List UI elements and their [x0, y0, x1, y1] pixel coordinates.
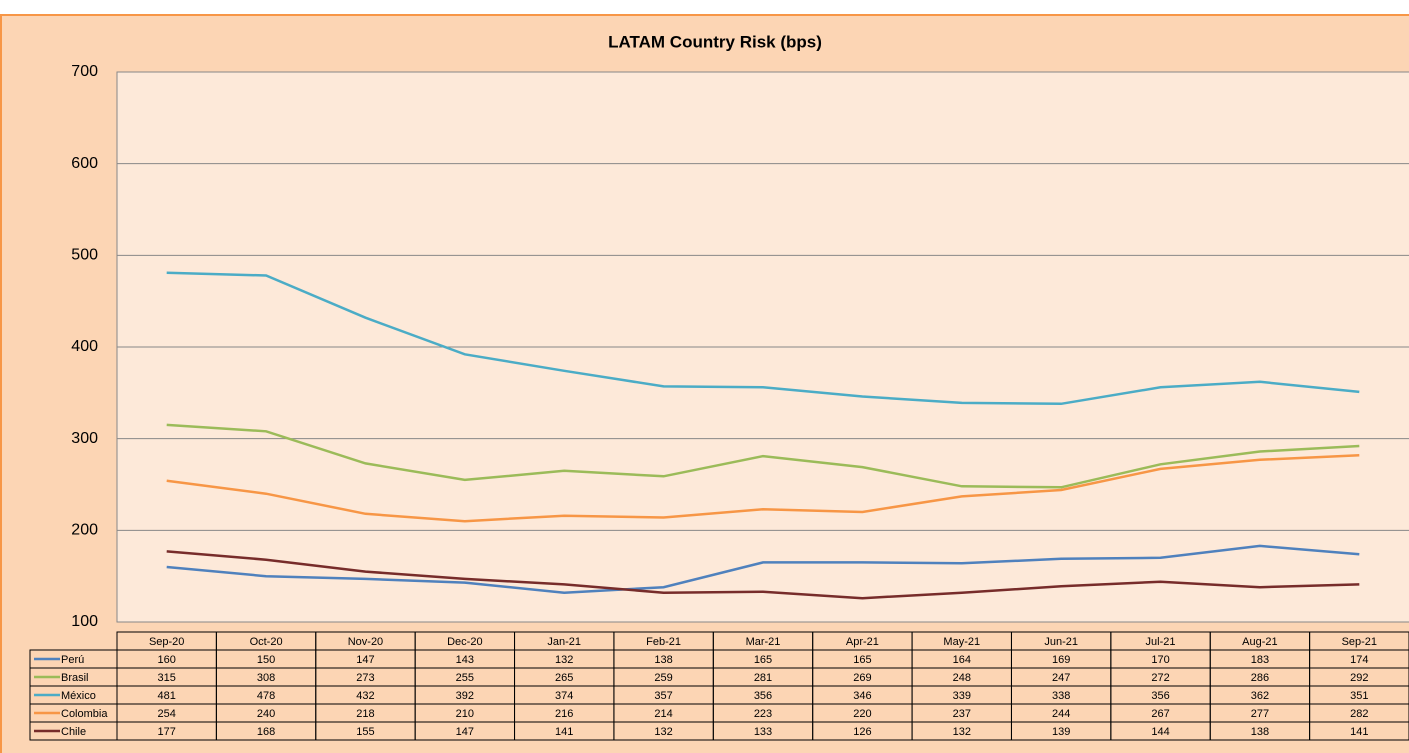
table-value: 169: [1052, 654, 1070, 666]
table-value: 356: [754, 690, 772, 702]
y-tick-label: 600: [71, 155, 98, 172]
table-value: 150: [257, 654, 275, 666]
table-header: Jun-21: [1044, 636, 1078, 648]
table-value: 315: [158, 672, 176, 684]
table-value: 308: [257, 672, 275, 684]
table-value: 254: [158, 708, 176, 720]
series-line: [166, 453, 1360, 523]
table-value: 218: [356, 708, 374, 720]
table-value: 269: [853, 672, 871, 684]
table-header: Aug-21: [1242, 636, 1277, 648]
table-value: 170: [1151, 654, 1169, 666]
table-header: Mar-21: [746, 636, 781, 648]
table-value: 281: [754, 672, 772, 684]
legend-label: Chile: [61, 726, 86, 738]
table-value: 392: [456, 690, 474, 702]
table-value: 282: [1350, 708, 1368, 720]
table-value: 138: [654, 654, 672, 666]
table-value: 183: [1251, 654, 1269, 666]
table-value: 255: [456, 672, 474, 684]
series-line: [166, 544, 1360, 594]
table-header: Sep-21: [1342, 636, 1377, 648]
y-tick-label: 700: [71, 63, 98, 80]
table-value: 237: [953, 708, 971, 720]
table-value: 248: [953, 672, 971, 684]
table-value: 346: [853, 690, 871, 702]
table-value: 141: [555, 726, 573, 738]
table-value: 139: [1052, 726, 1070, 738]
table-header: Sep-20: [149, 636, 184, 648]
table-value: 362: [1251, 690, 1269, 702]
legend-label: México: [61, 690, 96, 702]
series-line: [166, 423, 1360, 489]
table-header: Jul-21: [1146, 636, 1176, 648]
legend-label: Perú: [61, 654, 84, 666]
legend-label: Brasil: [61, 672, 89, 684]
table-value: 210: [456, 708, 474, 720]
table-value: 240: [257, 708, 275, 720]
table-value: 273: [356, 672, 374, 684]
table-value: 214: [654, 708, 672, 720]
table-value: 132: [654, 726, 672, 738]
table-value: 132: [555, 654, 573, 666]
table-value: 478: [257, 690, 275, 702]
table-header: Oct-20: [250, 636, 283, 648]
table-value: 356: [1151, 690, 1169, 702]
table-value: 174: [1350, 654, 1368, 666]
legend-label: Colombia: [61, 708, 108, 720]
table-value: 168: [257, 726, 275, 738]
table-value: 277: [1251, 708, 1269, 720]
table-value: 165: [853, 654, 871, 666]
table-value: 247: [1052, 672, 1070, 684]
table-value: 160: [158, 654, 176, 666]
table-header: Dec-20: [447, 636, 482, 648]
table-header: Jan-21: [547, 636, 581, 648]
table-value: 133: [754, 726, 772, 738]
y-tick-label: 400: [71, 338, 98, 355]
table-value: 220: [853, 708, 871, 720]
series-line: [166, 271, 1360, 406]
table-value: 132: [953, 726, 971, 738]
table-value: 267: [1151, 708, 1169, 720]
table-value: 138: [1251, 726, 1269, 738]
table-value: 265: [555, 672, 573, 684]
table-value: 339: [953, 690, 971, 702]
table-value: 357: [654, 690, 672, 702]
table-value: 147: [456, 726, 474, 738]
table-header: Feb-21: [646, 636, 681, 648]
table-value: 223: [754, 708, 772, 720]
table-value: 164: [953, 654, 971, 666]
table-value: 143: [456, 654, 474, 666]
table-value: 155: [356, 726, 374, 738]
table-value: 144: [1151, 726, 1169, 738]
chart-title: LATAM Country Risk (bps): [608, 32, 822, 51]
y-tick-label: 300: [71, 430, 98, 447]
table-header: Nov-20: [348, 636, 383, 648]
table-value: 292: [1350, 672, 1368, 684]
table-value: 244: [1052, 708, 1070, 720]
table-value: 165: [754, 654, 772, 666]
table-header: Apr-21: [846, 636, 879, 648]
table-value: 374: [555, 690, 573, 702]
table-value: 147: [356, 654, 374, 666]
y-tick-label: 100: [71, 613, 98, 630]
table-value: 351: [1350, 690, 1368, 702]
table-value: 126: [853, 726, 871, 738]
table-header: May-21: [943, 636, 980, 648]
table-value: 259: [654, 672, 672, 684]
table-value: 272: [1151, 672, 1169, 684]
table-value: 286: [1251, 672, 1269, 684]
series-line: [166, 550, 1360, 600]
table-value: 481: [158, 690, 176, 702]
y-tick-label: 500: [71, 247, 98, 264]
table-value: 432: [356, 690, 374, 702]
table-value: 216: [555, 708, 573, 720]
table-value: 338: [1052, 690, 1070, 702]
y-tick-label: 200: [71, 522, 98, 539]
table-value: 177: [158, 726, 176, 738]
table-value: 141: [1350, 726, 1368, 738]
